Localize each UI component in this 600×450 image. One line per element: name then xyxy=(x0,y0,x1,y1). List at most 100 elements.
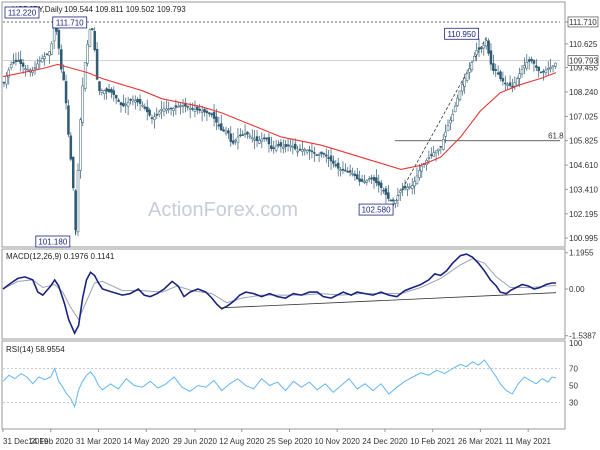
candle-body xyxy=(305,149,309,153)
candle-body xyxy=(262,137,266,140)
price-panel-frame xyxy=(1,1,566,248)
candle-body xyxy=(272,147,275,149)
candle-body xyxy=(320,151,323,155)
price-axis-label: 100.995 xyxy=(569,234,598,243)
candle-body xyxy=(289,145,292,148)
candle-body xyxy=(86,44,89,64)
candle-body xyxy=(508,82,512,86)
candle-body xyxy=(499,71,502,80)
candle-body xyxy=(370,177,373,180)
candle-body xyxy=(122,103,125,107)
candle-body xyxy=(444,131,447,137)
candle-body xyxy=(52,27,56,42)
candle-body xyxy=(172,108,175,111)
candle-body xyxy=(160,109,163,111)
candle-body xyxy=(98,81,101,91)
candle-body xyxy=(76,170,80,233)
rsi-axis-label: 30 xyxy=(569,399,578,408)
candle-body xyxy=(258,139,261,144)
candle-body xyxy=(26,69,30,71)
candle-body xyxy=(215,116,218,123)
rsi-label: RSI(14) 58.9554 xyxy=(6,345,65,354)
candle-body xyxy=(399,190,402,193)
candle-body xyxy=(391,199,395,202)
candle-body xyxy=(453,105,457,113)
candle-body xyxy=(432,152,435,157)
candle-body xyxy=(153,116,156,120)
candle-body xyxy=(157,111,161,115)
date-axis-label: 11 May 2021 xyxy=(505,437,551,446)
candle-body xyxy=(513,82,517,87)
candle-body xyxy=(327,157,330,159)
candle-body xyxy=(351,172,354,175)
candle-body xyxy=(463,77,466,87)
candle-body xyxy=(129,99,132,101)
candle-body xyxy=(286,144,290,147)
candle-body xyxy=(470,62,474,70)
candle-body xyxy=(114,95,118,99)
candle-body xyxy=(346,171,349,173)
date-axis-label: 14 Feb 2020 xyxy=(28,437,73,446)
price-annotation-label: 111.710 xyxy=(56,18,84,27)
macd-axis-label: 0.00 xyxy=(569,285,585,294)
candle-body xyxy=(329,155,333,162)
candle-body xyxy=(234,139,237,142)
candle-body xyxy=(551,65,555,68)
candle-body xyxy=(291,146,295,148)
candle-body xyxy=(38,60,42,62)
date-axis-label: 29 Jun 2020 xyxy=(173,437,218,446)
candle-body xyxy=(138,99,142,104)
candle-body xyxy=(62,71,65,81)
price-axis-label: 104.610 xyxy=(569,161,598,170)
candle-body xyxy=(48,51,51,56)
candle-body xyxy=(360,179,364,182)
macd-trendline xyxy=(219,292,557,309)
candle-body xyxy=(246,131,249,135)
price-axis-label: 108.240 xyxy=(569,88,598,97)
candle-body xyxy=(480,47,483,49)
candle-body xyxy=(60,49,63,70)
candle-body xyxy=(365,180,369,183)
candle-body xyxy=(358,178,361,182)
candle-body xyxy=(325,154,328,157)
ohlc-label: 109.544 109.811 109.502 109.793 xyxy=(64,5,186,14)
candle-body xyxy=(253,138,256,141)
rsi-line xyxy=(2,359,557,409)
candle-body xyxy=(107,89,111,93)
candle-body xyxy=(43,56,46,60)
candle-body xyxy=(456,97,459,106)
price-axis-label: 107.025 xyxy=(569,112,598,121)
candle-body xyxy=(535,65,538,68)
date-axis-label: 25 Sep 2020 xyxy=(267,437,313,446)
candle-body xyxy=(243,133,247,135)
candle-body xyxy=(193,109,197,112)
candle-body xyxy=(19,59,22,64)
candle-body xyxy=(50,43,53,55)
candle-body xyxy=(394,200,397,204)
candle-body xyxy=(219,123,223,131)
candle-body xyxy=(484,40,488,47)
candle-body xyxy=(501,78,505,82)
candle-body xyxy=(542,70,545,73)
candle-body xyxy=(332,160,335,164)
candle-body xyxy=(494,69,497,71)
price-axis-label: 111.710 xyxy=(569,18,597,27)
candle-body xyxy=(165,108,168,111)
candle-body xyxy=(511,85,514,88)
candle-body xyxy=(55,27,58,32)
candle-body xyxy=(126,101,130,107)
candle-body xyxy=(274,145,278,151)
macd-signal-line xyxy=(2,258,557,321)
candle-body xyxy=(205,110,209,114)
candle-body xyxy=(67,105,70,135)
candle-body xyxy=(458,90,462,100)
candle-body xyxy=(413,181,416,187)
candle-body xyxy=(489,50,493,65)
candle-body xyxy=(537,66,540,72)
price-annotation-label: 102.580 xyxy=(362,206,391,215)
candle-body xyxy=(356,174,359,180)
candle-body xyxy=(81,85,85,123)
current-price-box xyxy=(567,55,599,66)
candle-body xyxy=(200,110,204,113)
candle-body xyxy=(437,148,440,151)
